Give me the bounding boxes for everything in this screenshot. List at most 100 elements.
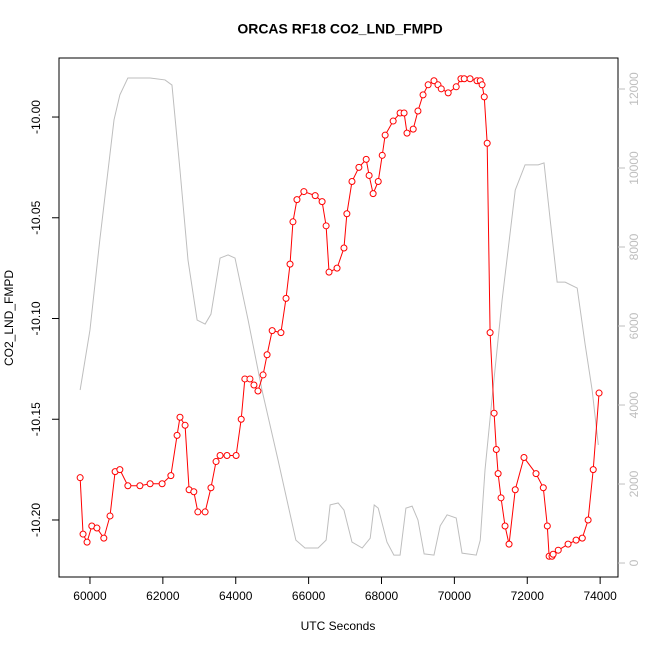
point [452, 83, 460, 91]
point [486, 329, 494, 337]
point [237, 415, 245, 423]
point [223, 452, 231, 460]
point [478, 81, 486, 89]
point [543, 522, 551, 530]
point [480, 93, 488, 101]
point [93, 524, 101, 532]
point [584, 516, 592, 524]
point [300, 188, 308, 196]
point [409, 125, 417, 133]
point [460, 75, 468, 83]
point [246, 375, 254, 383]
y-tick-label: -10.20 [29, 503, 43, 537]
x-tick-label: 68000 [365, 589, 399, 603]
point [378, 151, 386, 159]
point [212, 458, 220, 466]
y2-tick-label: 12000 [627, 72, 641, 106]
point [263, 351, 271, 359]
point [289, 218, 297, 226]
point [201, 508, 209, 516]
y-tick-label: -10.15 [29, 402, 43, 436]
y-tick-label: -10.05 [29, 200, 43, 234]
point [403, 129, 411, 137]
point [494, 470, 502, 478]
point [400, 109, 408, 117]
point [277, 329, 285, 337]
point [322, 222, 330, 230]
point [424, 81, 432, 89]
point [430, 77, 438, 85]
series-line [79, 77, 599, 556]
y-tick-label: -10.00 [29, 100, 43, 134]
y2-tick-label: 2000 [627, 470, 641, 497]
point [578, 534, 586, 542]
point [158, 480, 166, 488]
point [539, 484, 547, 492]
point [340, 244, 348, 252]
x-tick-label: 72000 [511, 589, 545, 603]
point [333, 264, 341, 272]
y-axis-label: CO2_LND_FMPD [2, 270, 16, 366]
plot-frame [58, 57, 619, 578]
y2-tick-label: 0 [627, 559, 641, 566]
point [511, 486, 519, 494]
chart-title: ORCAS RF18 CO2_LND_FMPD [237, 21, 442, 37]
point [497, 494, 505, 502]
series-line [79, 78, 600, 557]
point [505, 540, 513, 548]
point [190, 488, 198, 496]
point [146, 480, 154, 488]
point [362, 155, 370, 163]
point [124, 482, 132, 490]
point [355, 163, 363, 171]
point [554, 546, 562, 554]
x-tick-label: 66000 [292, 589, 326, 603]
point [194, 508, 202, 516]
point [325, 268, 333, 276]
point [106, 512, 114, 520]
x-tick-label: 70000 [438, 589, 472, 603]
point [389, 117, 397, 125]
point [466, 75, 474, 83]
point [490, 409, 498, 417]
x-tick-label: 64000 [219, 589, 253, 603]
point [369, 190, 377, 198]
point [282, 294, 290, 302]
y2-tick-label: 10000 [627, 151, 641, 185]
y2-tick-label: 8000 [627, 233, 641, 260]
x-tick-label: 60000 [73, 589, 107, 603]
point [216, 452, 224, 460]
x-axis-label: UTC Seconds [301, 619, 376, 633]
point [572, 536, 580, 544]
point [173, 431, 181, 439]
point [254, 387, 262, 395]
point [483, 139, 491, 147]
point [79, 530, 87, 538]
point [250, 381, 258, 389]
point [492, 445, 500, 453]
point [374, 178, 382, 186]
point [589, 466, 597, 474]
point [167, 472, 175, 480]
point [83, 538, 91, 546]
point [520, 454, 528, 462]
point [311, 192, 319, 200]
point [532, 470, 540, 478]
point [595, 389, 603, 397]
point [549, 550, 557, 558]
point [365, 171, 373, 179]
point [259, 371, 267, 379]
point [207, 484, 215, 492]
point [381, 131, 389, 139]
point [437, 85, 445, 93]
point [501, 522, 509, 530]
point [444, 89, 452, 97]
x-tick-label: 62000 [146, 589, 180, 603]
y-tick-label: -10.10 [29, 301, 43, 335]
point [564, 540, 572, 548]
y2-tick-label: 4000 [627, 391, 641, 418]
point [419, 91, 427, 99]
point [181, 421, 189, 429]
x-tick-label: 74000 [583, 589, 617, 603]
